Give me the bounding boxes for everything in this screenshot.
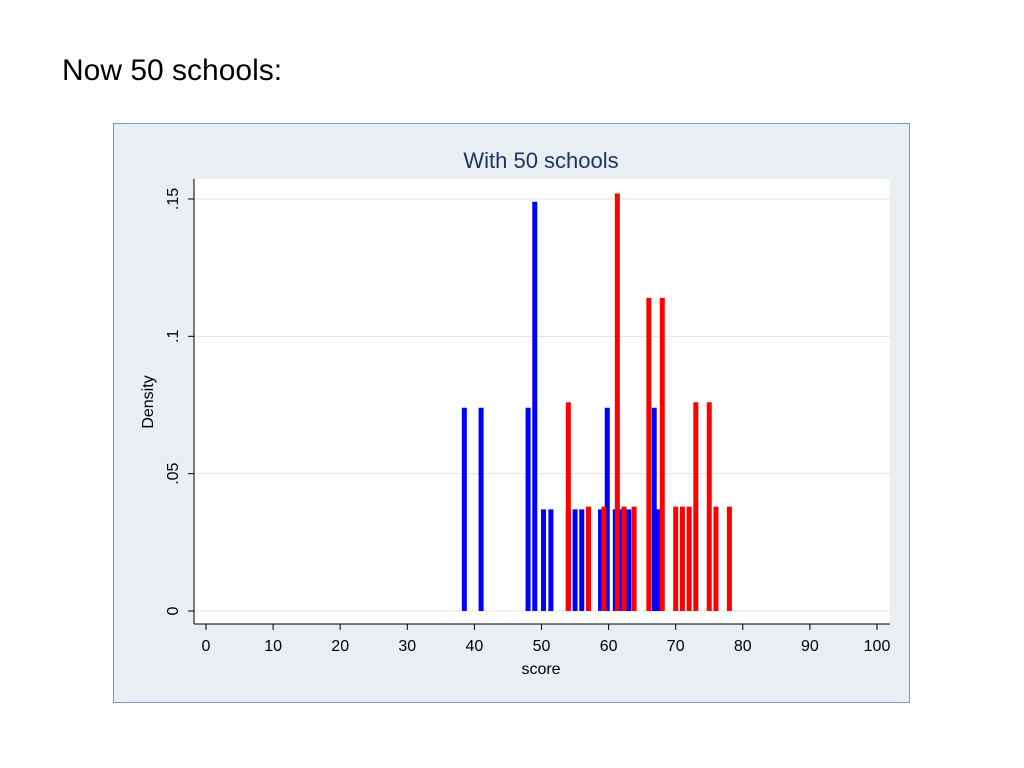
histogram-bar [601,506,607,611]
histogram-bar [726,506,732,611]
histogram-bar [651,407,657,611]
histogram-bar [686,506,692,611]
histogram-bar [646,297,652,611]
histogram-bar [572,509,578,611]
histogram-bar [461,407,467,611]
histogram-bar [525,407,531,611]
histogram-bar [659,297,665,611]
x-axis-label: score [521,661,560,678]
y-tick-label: .05 [165,462,182,484]
histogram-bar [626,509,632,611]
y-axis-label: Density [140,375,157,428]
x-tick-label: 0 [202,638,211,655]
x-tick-label: 40 [466,638,484,655]
histogram-bar [579,509,585,611]
histogram-bar [565,402,571,611]
histogram-bar [614,193,620,612]
histogram-bar [621,506,627,611]
x-tick-label: 50 [533,638,551,655]
histogram-bar [693,402,699,611]
histogram-bar [673,506,679,611]
histogram-bar [713,506,719,611]
y-tick-label: .1 [165,330,182,343]
y-tick-label: .15 [165,188,182,210]
histogram-bars [461,193,732,612]
histogram-bar [548,509,554,611]
x-tick-label: 20 [331,638,349,655]
histogram-bar [598,509,604,611]
histogram-bar [679,506,685,611]
x-tick-label: 60 [600,638,618,655]
histogram-bar [532,201,538,611]
histogram-bar [631,506,637,611]
x-tick-label: 10 [264,638,282,655]
histogram-bar [706,402,712,611]
grid-lines [194,198,890,612]
axes: 0 .05 .1 .15 0 10 20 30 40 50 60 70 80 90 100 [165,179,890,655]
histogram-bar [541,509,547,611]
histogram-bar [478,407,484,611]
x-tick-label: 90 [801,638,819,655]
x-tick-label: 80 [734,638,752,655]
x-tick-label: 30 [398,638,416,655]
slide-title: Now 50 schools: [62,54,283,87]
histogram-bar [655,509,661,611]
histogram-bar [585,506,591,611]
chart-title: With 50 schools [463,148,618,173]
histogram-bar [604,407,610,611]
x-tick-label: 70 [667,638,685,655]
x-tick-label: 100 [864,638,891,655]
y-tick-label: 0 [165,606,182,615]
